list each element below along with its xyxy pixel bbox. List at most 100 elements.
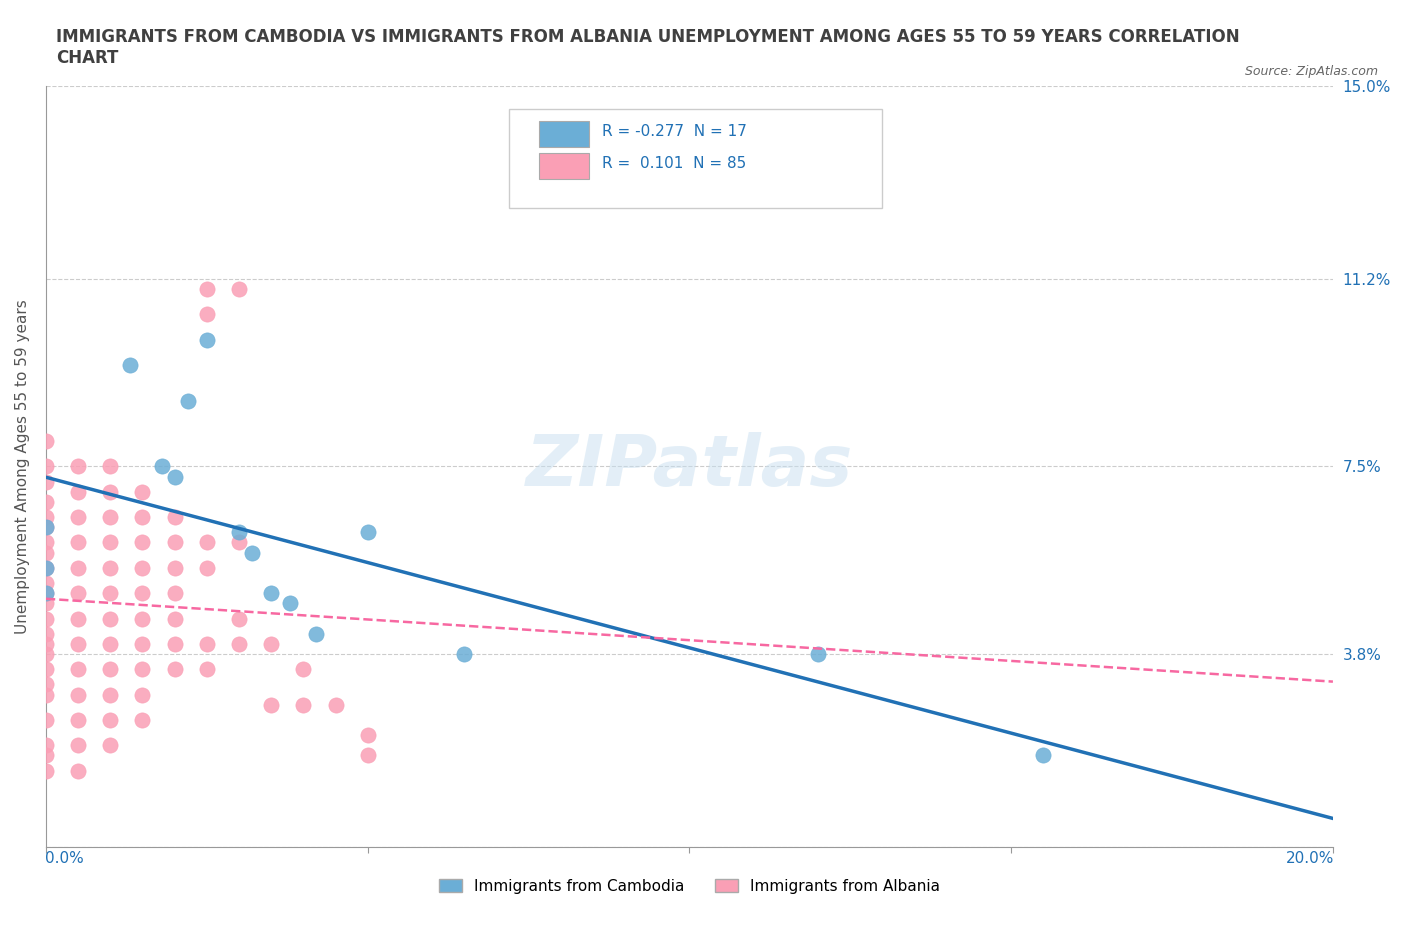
Point	[131, 636, 153, 651]
Point	[357, 728, 380, 743]
Point	[67, 662, 90, 677]
Point	[131, 510, 153, 525]
Point	[98, 485, 121, 499]
Point	[453, 646, 475, 661]
Point	[35, 586, 58, 601]
Point	[1032, 748, 1054, 763]
Point	[131, 662, 153, 677]
Point	[98, 737, 121, 752]
Point	[280, 596, 302, 611]
Point	[228, 535, 250, 550]
Point	[35, 576, 58, 591]
Point	[292, 662, 315, 677]
Point	[35, 495, 58, 510]
Text: Source: ZipAtlas.com: Source: ZipAtlas.com	[1244, 65, 1378, 78]
Point	[67, 636, 90, 651]
Point	[67, 611, 90, 626]
Point	[260, 698, 283, 712]
Point	[35, 535, 58, 550]
Point	[67, 712, 90, 727]
Point	[292, 698, 315, 712]
Point	[35, 561, 58, 576]
Point	[195, 282, 218, 297]
Point	[163, 535, 186, 550]
Point	[195, 662, 218, 677]
Point	[163, 469, 186, 484]
Point	[35, 520, 58, 535]
Point	[35, 687, 58, 702]
Point	[163, 510, 186, 525]
Point	[67, 561, 90, 576]
Point	[150, 459, 173, 474]
Point	[228, 611, 250, 626]
Point	[67, 535, 90, 550]
Point	[131, 611, 153, 626]
Point	[118, 357, 141, 372]
Point	[35, 611, 58, 626]
Point	[35, 662, 58, 677]
Point	[98, 561, 121, 576]
Point	[131, 687, 153, 702]
Point	[35, 636, 58, 651]
Point	[98, 535, 121, 550]
Y-axis label: Unemployment Among Ages 55 to 59 years: Unemployment Among Ages 55 to 59 years	[15, 299, 30, 634]
Point	[98, 687, 121, 702]
Point	[67, 764, 90, 778]
Point	[67, 510, 90, 525]
Point	[98, 586, 121, 601]
Point	[228, 525, 250, 539]
Point	[35, 737, 58, 752]
Point	[98, 510, 121, 525]
Point	[35, 474, 58, 489]
Point	[35, 433, 58, 448]
FancyBboxPatch shape	[538, 121, 589, 147]
Point	[240, 545, 263, 560]
Text: ZIPatlas: ZIPatlas	[526, 432, 853, 501]
Point	[35, 764, 58, 778]
Point	[35, 646, 58, 661]
Point	[195, 636, 218, 651]
Point	[35, 520, 58, 535]
Point	[325, 698, 347, 712]
Point	[35, 626, 58, 641]
Point	[35, 459, 58, 474]
Point	[195, 307, 218, 322]
Point	[195, 332, 218, 347]
Point	[131, 485, 153, 499]
Point	[228, 636, 250, 651]
Point	[35, 586, 58, 601]
Point	[67, 459, 90, 474]
Point	[35, 561, 58, 576]
Point	[131, 535, 153, 550]
Point	[131, 561, 153, 576]
Text: R =  0.101  N = 85: R = 0.101 N = 85	[602, 156, 747, 171]
Point	[305, 626, 328, 641]
Point	[163, 561, 186, 576]
Point	[163, 586, 186, 601]
Point	[98, 662, 121, 677]
Point	[163, 636, 186, 651]
Point	[228, 282, 250, 297]
Text: 20.0%: 20.0%	[1286, 851, 1334, 867]
Point	[35, 677, 58, 692]
Point	[67, 737, 90, 752]
Point	[35, 510, 58, 525]
Point	[35, 545, 58, 560]
Point	[260, 636, 283, 651]
Point	[807, 646, 830, 661]
Point	[260, 586, 283, 601]
Text: R = -0.277  N = 17: R = -0.277 N = 17	[602, 125, 747, 140]
Point	[98, 611, 121, 626]
Point	[67, 586, 90, 601]
Point	[195, 535, 218, 550]
Text: IMMIGRANTS FROM CAMBODIA VS IMMIGRANTS FROM ALBANIA UNEMPLOYMENT AMONG AGES 55 T: IMMIGRANTS FROM CAMBODIA VS IMMIGRANTS F…	[56, 28, 1240, 67]
Point	[176, 393, 198, 408]
Point	[67, 485, 90, 499]
Point	[163, 611, 186, 626]
Point	[67, 687, 90, 702]
Point	[195, 561, 218, 576]
Point	[131, 586, 153, 601]
Point	[35, 748, 58, 763]
Legend: Immigrants from Cambodia, Immigrants from Albania: Immigrants from Cambodia, Immigrants fro…	[433, 872, 946, 900]
Point	[357, 748, 380, 763]
